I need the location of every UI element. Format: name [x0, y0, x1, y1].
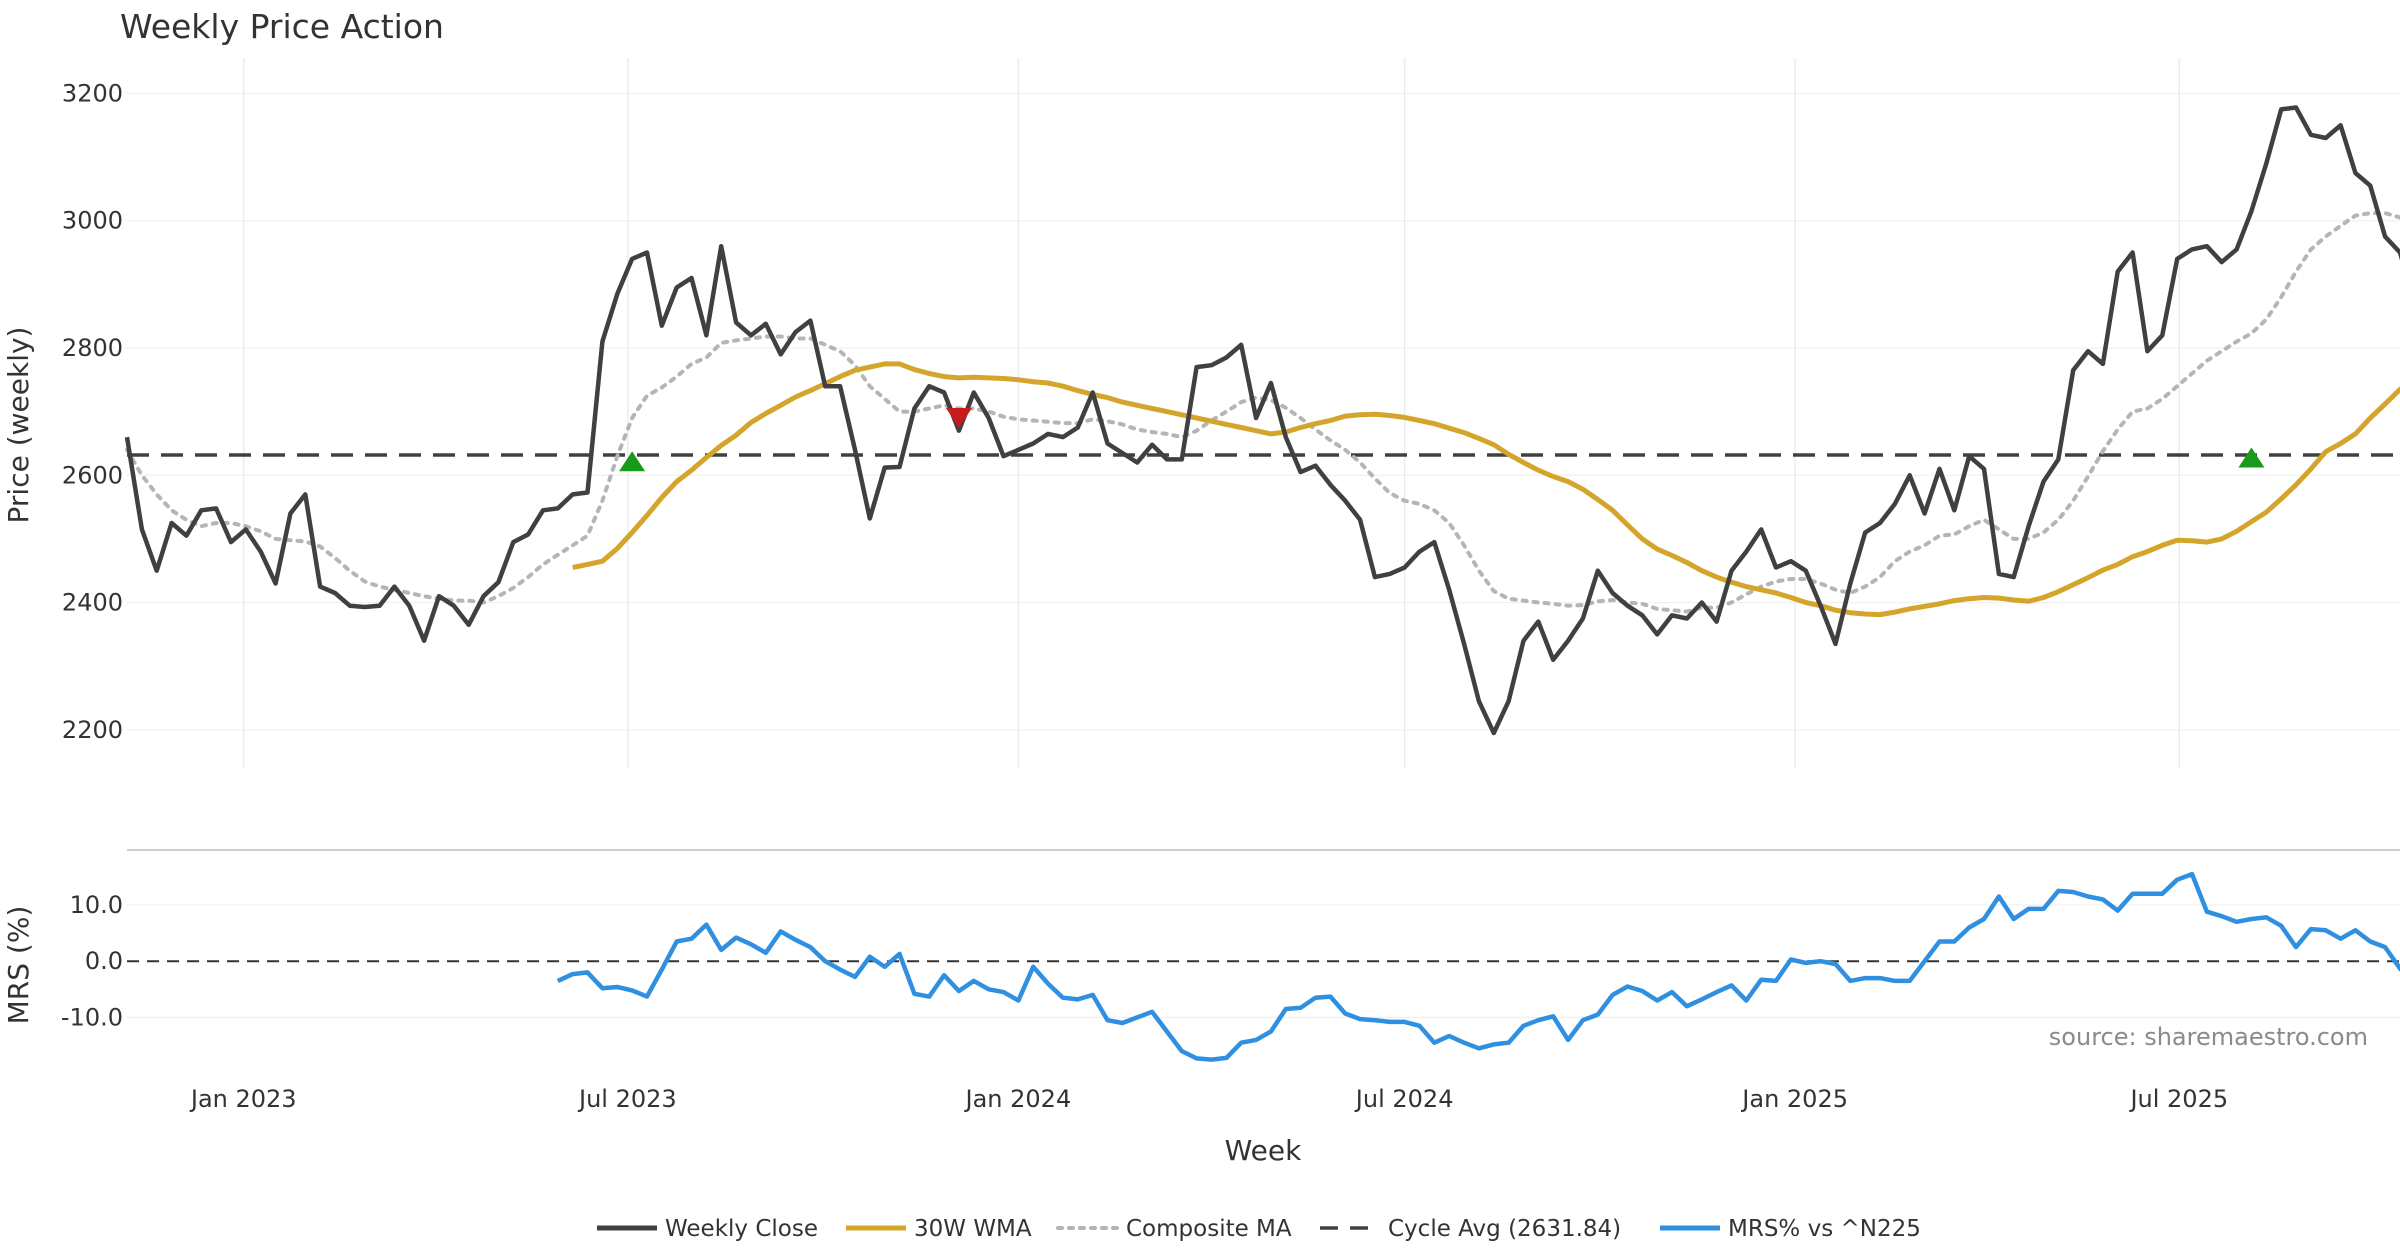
price-y-ticks: 2200 2400 2600 2800 3000 3200 [62, 79, 123, 743]
legend-label: Cycle Avg (2631.84) [1388, 1216, 1621, 1242]
mrs-line [556, 871, 2400, 1062]
price-y-tick-label: 2200 [62, 716, 123, 744]
mrs-y-tick-label: 10.0 [70, 891, 123, 919]
legend-label: Composite MA [1126, 1216, 1292, 1242]
mrs-y-ticks: 10.0 0.0 -10.0 [61, 891, 123, 1031]
price-y-tick-label: 3000 [62, 207, 123, 235]
price-y-tick-label: 2800 [62, 334, 123, 362]
source-note: source: sharemaestro.com [2049, 1023, 2368, 1051]
legend-label: Weekly Close [665, 1216, 818, 1242]
chart-title: Weekly Price Action [120, 7, 444, 46]
x-tick-label: Jan 2024 [964, 1085, 1072, 1113]
buy-signal-marker [2238, 447, 2265, 468]
x-axis-title: Week [1225, 1134, 1302, 1167]
sell-signal-marker [945, 408, 972, 428]
price-y-tick-label: 3200 [62, 79, 123, 107]
legend-label: MRS% vs ^N225 [1728, 1216, 1921, 1242]
mrs-y-tick-label: 0.0 [85, 947, 123, 975]
legend-label: 30W WMA [914, 1216, 1032, 1242]
signal-markers [619, 408, 2265, 472]
price-y-axis-title: Price (weekly) [2, 327, 35, 524]
weekly-close-line [124, 105, 2400, 736]
x-tick-label: Jul 2023 [577, 1085, 677, 1113]
mrs-y-axis-title: MRS (%) [2, 906, 35, 1025]
x-axis-ticks: Jan 2023 Jul 2023 Jan 2024 Jul 2024 Jan 2025… [189, 1085, 2228, 1113]
price-y-tick-label: 2600 [62, 461, 123, 489]
x-tick-label: Jan 2023 [189, 1085, 297, 1113]
wma-30w-line [572, 361, 2400, 618]
mrs-gridlines [127, 904, 2400, 1019]
buy-signal-marker [619, 451, 646, 472]
price-y-tick-label: 2400 [62, 589, 123, 617]
legend: Weekly Close 30W WMA Composite MA Cycle Avg… [597, 1216, 1921, 1242]
composite-ma-line [125, 211, 2400, 614]
mrs-y-tick-label: -10.0 [61, 1003, 123, 1031]
x-tick-label: Jul 2025 [2128, 1085, 2228, 1113]
x-tick-label: Jul 2024 [1354, 1085, 1454, 1113]
price-gridlines [127, 58, 2400, 768]
x-tick-label: Jan 2025 [1740, 1085, 1848, 1113]
